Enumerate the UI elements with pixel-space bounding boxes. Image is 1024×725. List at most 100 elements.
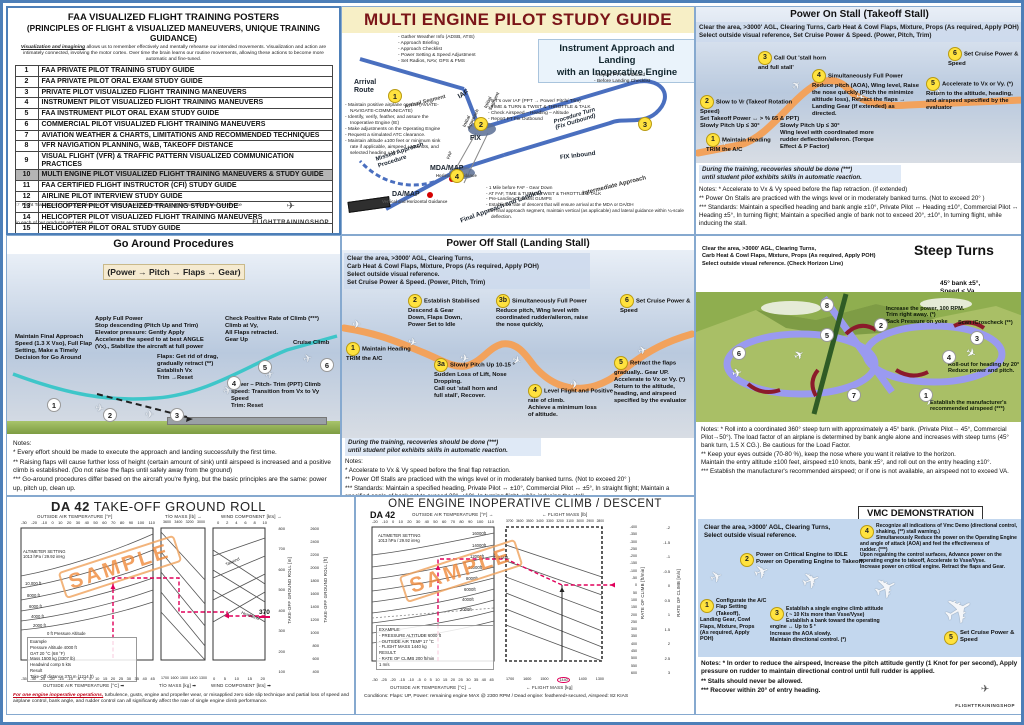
- power-off-title: Power Off Stall (Landing Stall): [446, 238, 590, 249]
- tick: -20: [31, 520, 37, 525]
- poster-row-title: VISUAL FLIGHT (VFR) & TRAFFIC PATTERN VI…: [37, 150, 333, 171]
- bullet-item: Establish a rate of descent that will en…: [486, 202, 690, 208]
- ticks-roll-m: 800 700 600 500 400 300 200 100: [271, 526, 286, 674]
- tick: 400: [312, 669, 320, 674]
- tick: 100: [631, 597, 637, 602]
- tick: 90: [128, 520, 134, 525]
- example-line: Result: [30, 667, 43, 673]
- tick: -1.5: [663, 539, 670, 545]
- posters-subtitle: (PRINCIPLES OF FLIGHT & VISUALIZED MANEU…: [26, 23, 321, 43]
- posters-intro: Visualization and imagining allows us to…: [18, 45, 329, 63]
- vmc-step: 3 Establish a single engine climb attitud…: [770, 606, 888, 643]
- note-line: * Accelerate to Vx & Vy speed before the…: [345, 467, 511, 475]
- go-around-step-marker: 2: [103, 408, 117, 422]
- bullet-item: On final approach segment, maintain vert…: [486, 208, 690, 219]
- tick: -50: [631, 576, 637, 581]
- axis-wind-bot: WIND COMPONENT [kts] ➡: [211, 683, 271, 688]
- step-text: Retract the flaps gradually.. Gear UP. A…: [614, 360, 687, 404]
- note-line: * Every effort should be made to execute…: [13, 449, 277, 457]
- approach-step-marker: 3: [638, 117, 652, 131]
- bullet-item: Set Radios, NAV, GPS & FMS: [398, 59, 526, 65]
- poster-row: 7 AVIATION WEATHER & CHARTS, LIMITATIONS …: [14, 129, 333, 142]
- bullet-item: Identify, verify, feather, and assure th…: [345, 115, 449, 127]
- ticks-wind-bot: 0 5 10 15 20: [213, 676, 265, 681]
- vmc-step: 5 Set Cruise Power & Speed: [944, 630, 1020, 645]
- tick: 40: [142, 676, 147, 681]
- poster-row: 11 FAA CERTIFIED FLIGHT INSTRUCTOR (CFI) …: [14, 179, 333, 192]
- tick: -350: [629, 532, 637, 537]
- tick: 90: [468, 519, 473, 524]
- step-number-marker: 1: [700, 599, 714, 613]
- power-on-step: Slowly Pitch Up ≤ 30° Wing level with co…: [780, 123, 888, 151]
- tick: 550: [631, 663, 637, 668]
- tick: 30: [75, 520, 81, 525]
- altitude-label: 10,000 ft: [25, 581, 42, 586]
- ticks-temp-f: -30 -20 -10 0 10 20 30 40 50 60 70 80 90 100 110: [21, 520, 155, 525]
- posters-title: FAA VISUALIZED FLIGHT TRAINING POSTERS: [67, 12, 280, 23]
- tick: 40: [481, 677, 487, 682]
- tick: 1400: [189, 676, 198, 680]
- tick: 20: [110, 676, 116, 681]
- takeoff-chart-panel: DA 42 TAKE-OFF GROUND ROLL OUTSIDE AIR T…: [6, 496, 355, 715]
- vmc-step: 4 Recognize all indications of Vmc Demo (…: [860, 523, 1020, 571]
- tick: 3400: [174, 520, 183, 524]
- tick: 400: [631, 641, 637, 646]
- poster-row-number: 8: [14, 140, 39, 152]
- step-text: Call Out 'stall horn and full stall': [758, 55, 827, 71]
- ticks-temp-f: -20 -10 0 10 20 30 40 50 60 70 80 90 100 110: [372, 519, 494, 524]
- power-on-step: 6 Set Cruise Power & Speed: [948, 47, 1021, 68]
- steep-step-marker: 7: [847, 388, 861, 402]
- approach-pt-bullets: Report PT Fix InboundBefore Landing Chec…: [594, 73, 686, 85]
- tick: 200: [631, 612, 637, 617]
- tick: 3300: [546, 519, 554, 523]
- tick: 15: [442, 677, 448, 682]
- step-number-marker: 2: [408, 294, 422, 308]
- bullet-item: Check Airspeed – Heading – Altitude: [488, 111, 634, 117]
- tick: 15: [247, 676, 252, 681]
- axis-mass-kg: T/O MASS [kg] ➡: [159, 683, 197, 688]
- wings-icon: ✈: [286, 201, 295, 212]
- go-around-step-marker: 6: [320, 358, 334, 372]
- tick: -10: [41, 520, 48, 525]
- step-number-marker: 5: [614, 356, 628, 370]
- step-text: Slow to Vr (Takeof Rotation Speed) Set T…: [700, 99, 800, 129]
- tick: 10: [398, 519, 403, 524]
- tick: 1600: [523, 677, 532, 681]
- poster-row: 15 HELICOPTER PILOT ORAL STUDY GUIDE: [14, 222, 333, 233]
- poster-row: 6 COMMERCIAL PILOT VISUALIZED FLIGHT TRAI…: [14, 118, 333, 131]
- go-around-step-marker: 3: [170, 408, 184, 422]
- tick: 6: [244, 520, 247, 525]
- tick: 600: [278, 566, 286, 572]
- tick: -5: [417, 677, 421, 682]
- poster-row-number: 7: [14, 129, 39, 142]
- tick: 35: [134, 676, 139, 681]
- go-around-step: Maintain Final Approach Speed (1.3 X Vso…: [15, 334, 92, 361]
- note-line: *** Recover within 20° of entry heading.: [701, 686, 821, 694]
- bullet-item: Request a simulated ATC clearance.: [345, 133, 449, 139]
- bullet-item: Make adjustments on the Operating Engine: [345, 127, 449, 133]
- step-text: Establish the manufacturer's recommended…: [930, 400, 1007, 413]
- poster-row-title: FAA CERTIFIED FLIGHT INSTRUCTOR (CFI) ST…: [37, 179, 333, 192]
- tick: 5: [429, 677, 432, 682]
- example-line: Headwind comp 5 kts: [30, 662, 72, 668]
- tick: 0: [83, 676, 86, 681]
- tick: 2800: [596, 519, 604, 523]
- tick: -100: [629, 568, 637, 573]
- steep-notes: Notes: * Roll into a coordinated 360° st…: [701, 426, 1019, 477]
- vmc-step: 2 Power on Critical Engine to IDLE Power …: [740, 552, 866, 567]
- note-line: ** Keep your eyes outside (70-80 %), kee…: [701, 451, 992, 467]
- brand-logo: ✈ FLIGHTTRAININGSHOP: [955, 684, 1015, 709]
- power-on-stall-panel: Power On Stall (Takeoff Stall) Clear the…: [695, 6, 1021, 235]
- step-text: Recognize all indications of Vmc Demo (d…: [860, 523, 1018, 571]
- power-off-step: 2 Establish Stabilised Descend & Gear Dow…: [408, 294, 488, 329]
- go-around-step-marker: 4: [227, 376, 241, 390]
- tick: 3700: [506, 519, 514, 523]
- tick: 2900: [586, 519, 594, 523]
- steep-step-marker: 4: [942, 350, 956, 364]
- note-line: ** Power Off Stalls are practiced with t…: [345, 476, 631, 484]
- power-on-step: 2 Slow to Vr (Takeof Rotation Speed) Set …: [700, 95, 804, 130]
- altitude-label: 14000ft: [472, 543, 486, 548]
- axis-roll-m: TAKE-OFF GROUND ROLL [m]: [287, 557, 292, 624]
- tick: -35: [21, 676, 27, 681]
- bullet-item: Before Landing Checklist: [594, 79, 686, 85]
